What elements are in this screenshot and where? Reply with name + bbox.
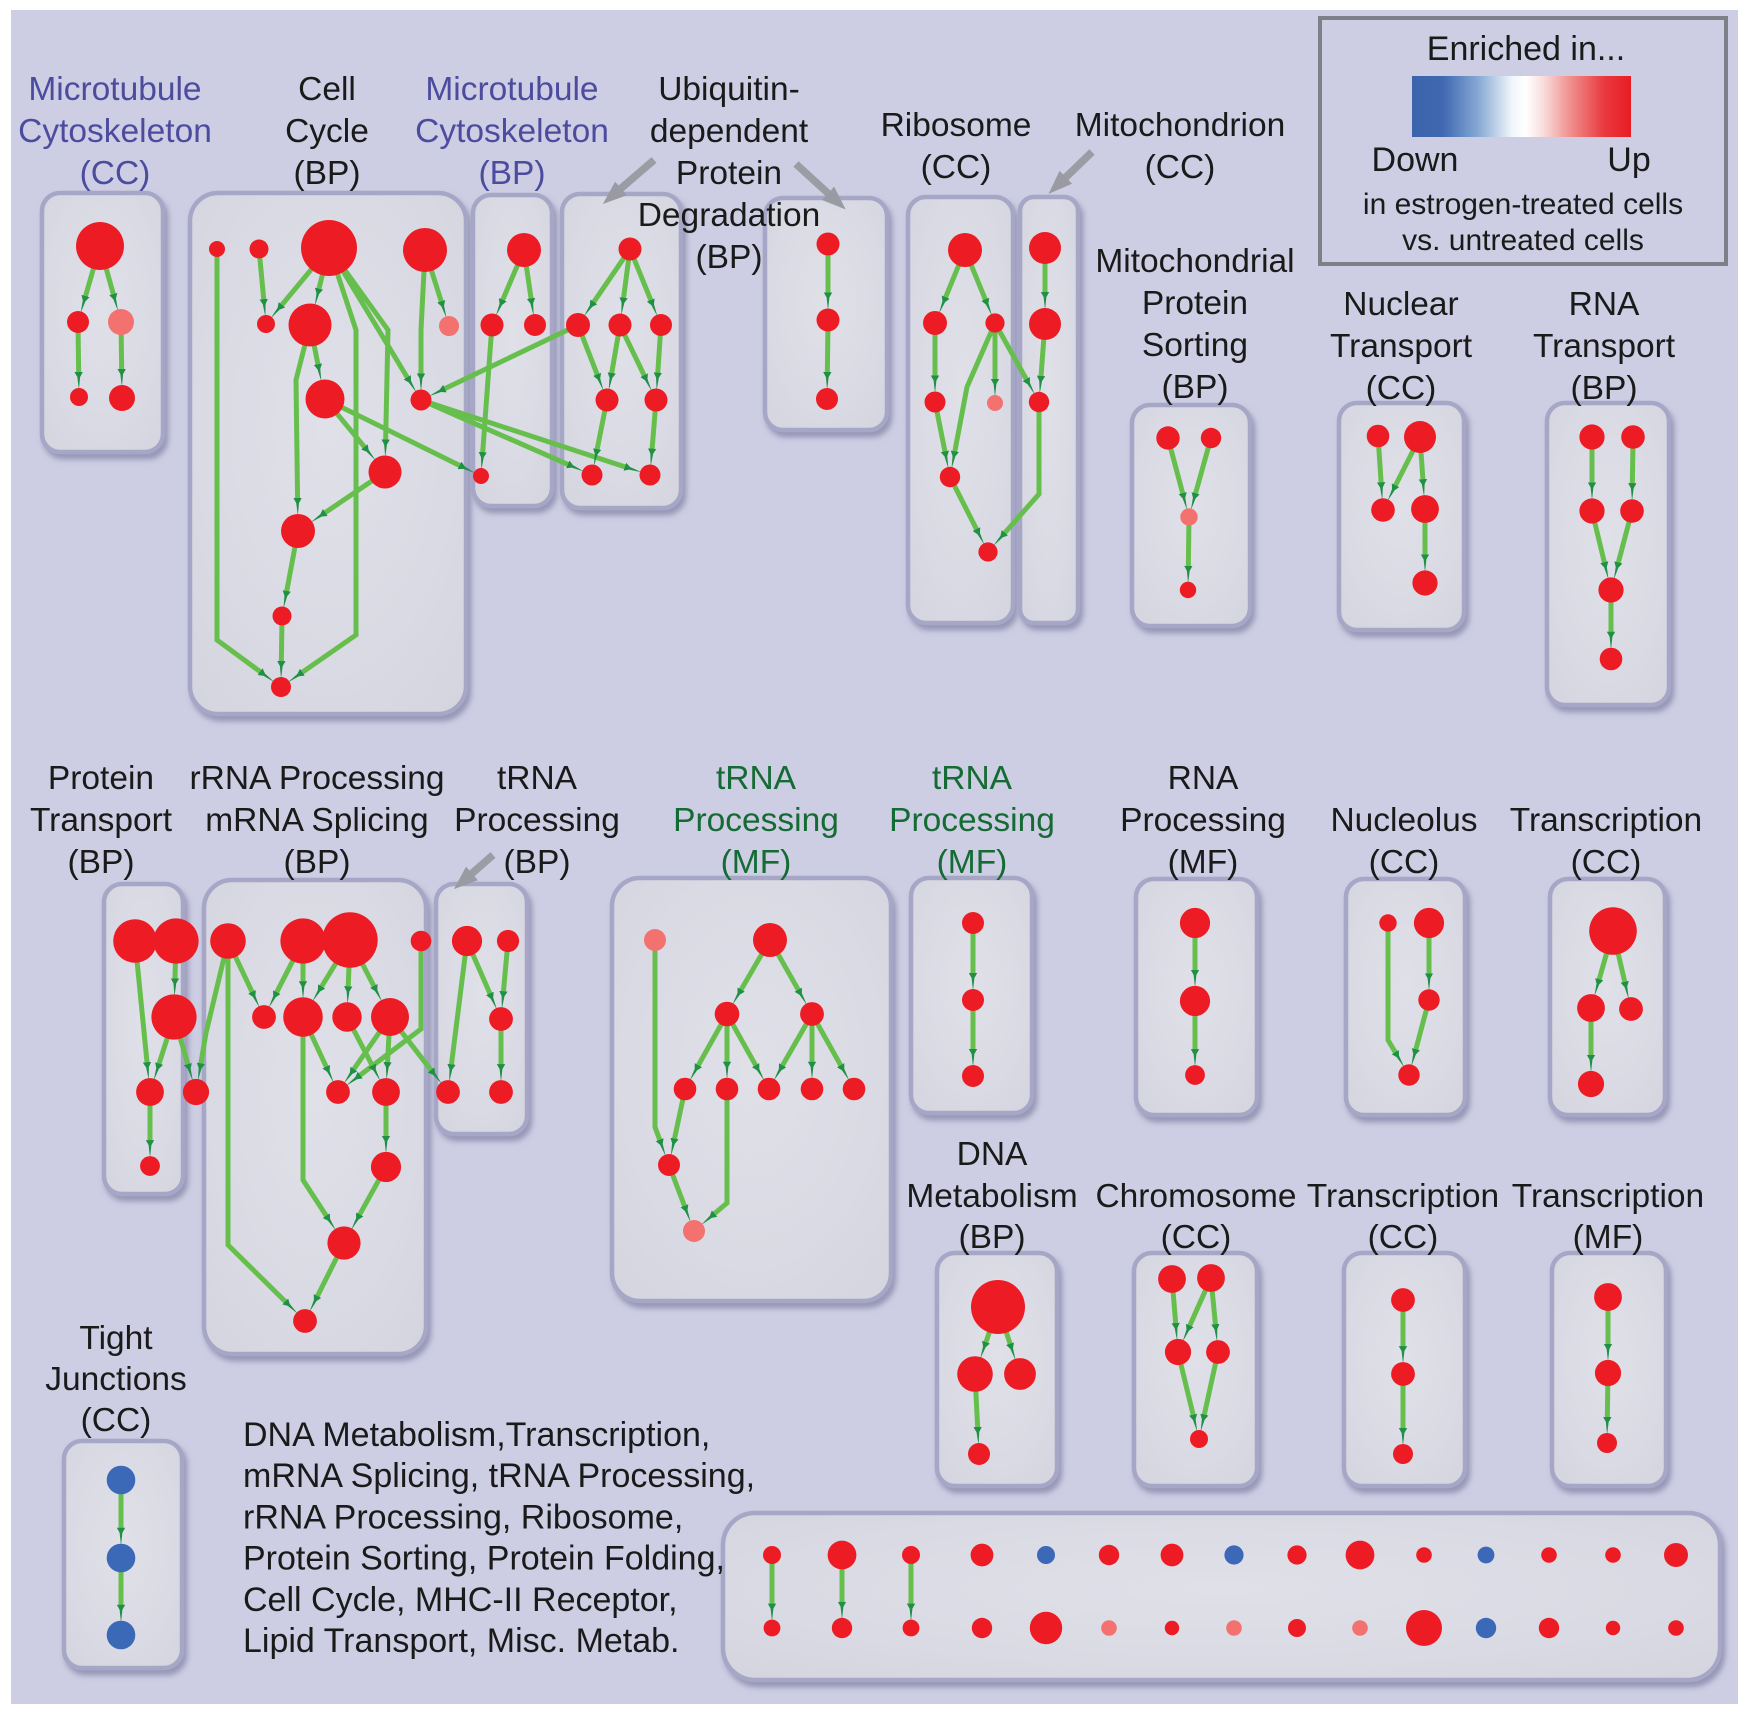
svg-text:(BP): (BP) xyxy=(294,155,361,192)
svg-text:Cell: Cell xyxy=(298,71,356,108)
svg-text:Processing: Processing xyxy=(889,802,1055,839)
svg-text:(BP): (BP) xyxy=(504,844,571,881)
svg-text:vs. untreated cells: vs. untreated cells xyxy=(1402,224,1644,257)
svg-text:Processing: Processing xyxy=(454,802,620,839)
svg-text:mRNA Splicing, tRNA Processing: mRNA Splicing, tRNA Processing, xyxy=(243,1457,755,1495)
svg-text:Down: Down xyxy=(1372,141,1459,179)
svg-text:(CC): (CC) xyxy=(80,155,151,192)
svg-text:(CC): (CC) xyxy=(921,149,992,186)
svg-text:Cytoskeleton: Cytoskeleton xyxy=(18,113,212,150)
svg-text:Up: Up xyxy=(1607,141,1650,179)
svg-text:Metabolism: Metabolism xyxy=(906,1178,1077,1215)
svg-text:Protein Sorting, Protein Foldi: Protein Sorting, Protein Folding, xyxy=(243,1540,725,1578)
svg-text:Sorting: Sorting xyxy=(1142,327,1248,364)
svg-text:Cytoskeleton: Cytoskeleton xyxy=(415,113,609,150)
svg-text:Protein: Protein xyxy=(676,155,782,192)
svg-text:Microtubule: Microtubule xyxy=(28,71,201,108)
svg-text:Protein: Protein xyxy=(1142,285,1248,322)
svg-text:Transport: Transport xyxy=(1330,328,1473,365)
svg-text:tRNA: tRNA xyxy=(716,760,797,797)
svg-text:Transport: Transport xyxy=(1533,328,1676,365)
svg-text:Cell Cycle, MHC-II Receptor,: Cell Cycle, MHC-II Receptor, xyxy=(243,1581,678,1619)
svg-text:Mitochondrial: Mitochondrial xyxy=(1095,243,1294,280)
svg-text:Degradation: Degradation xyxy=(638,197,821,234)
svg-text:(CC): (CC) xyxy=(1145,149,1216,186)
svg-text:(BP): (BP) xyxy=(696,239,763,276)
svg-text:(MF): (MF) xyxy=(1573,1219,1644,1256)
svg-text:tRNA: tRNA xyxy=(932,760,1013,797)
svg-text:(CC): (CC) xyxy=(1571,844,1642,881)
svg-text:Protein: Protein xyxy=(48,760,154,797)
svg-text:DNA: DNA xyxy=(957,1136,1028,1173)
svg-text:Transcription: Transcription xyxy=(1307,1178,1499,1215)
svg-text:RNA: RNA xyxy=(1569,286,1640,323)
svg-text:Processing: Processing xyxy=(673,802,839,839)
svg-text:rRNA Processing, Ribosome,: rRNA Processing, Ribosome, xyxy=(243,1498,683,1536)
svg-text:(BP): (BP) xyxy=(1162,369,1229,406)
svg-text:dependent: dependent xyxy=(650,113,809,150)
svg-text:Enriched in...: Enriched in... xyxy=(1427,30,1625,68)
svg-text:Microtubule: Microtubule xyxy=(425,71,598,108)
svg-text:rRNA Processing: rRNA Processing xyxy=(189,760,444,797)
svg-text:Transcription: Transcription xyxy=(1512,1178,1704,1215)
svg-text:in estrogen-treated cells: in estrogen-treated cells xyxy=(1363,188,1683,221)
svg-text:Ubiquitin-: Ubiquitin- xyxy=(658,71,800,108)
svg-text:Lipid Transport, Misc. Metab.: Lipid Transport, Misc. Metab. xyxy=(243,1622,680,1660)
svg-text:(BP): (BP) xyxy=(479,155,546,192)
svg-text:Mitochondrion: Mitochondrion xyxy=(1075,107,1285,144)
svg-text:(BP): (BP) xyxy=(959,1219,1026,1256)
svg-text:RNA: RNA xyxy=(1168,760,1239,797)
svg-text:Nuclear: Nuclear xyxy=(1343,286,1458,323)
svg-text:Transport: Transport xyxy=(30,802,173,839)
svg-text:(BP): (BP) xyxy=(1571,370,1638,407)
svg-text:(CC): (CC) xyxy=(1368,1219,1439,1256)
svg-text:Junctions: Junctions xyxy=(45,1361,187,1398)
svg-text:Processing: Processing xyxy=(1120,802,1286,839)
svg-text:mRNA Splicing: mRNA Splicing xyxy=(205,802,428,839)
svg-text:(CC): (CC) xyxy=(1366,370,1437,407)
svg-text:tRNA: tRNA xyxy=(497,760,578,797)
svg-text:(BP): (BP) xyxy=(284,844,351,881)
svg-text:(CC): (CC) xyxy=(1369,844,1440,881)
svg-text:(MF): (MF) xyxy=(1168,844,1239,881)
svg-text:DNA Metabolism,Transcription,: DNA Metabolism,Transcription, xyxy=(243,1416,710,1454)
svg-text:(CC): (CC) xyxy=(81,1402,152,1439)
svg-text:Chromosome: Chromosome xyxy=(1095,1178,1296,1215)
svg-text:Tight: Tight xyxy=(79,1320,153,1357)
svg-text:Nucleolus: Nucleolus xyxy=(1330,802,1477,839)
svg-text:(MF): (MF) xyxy=(721,844,792,881)
svg-text:(MF): (MF) xyxy=(937,844,1008,881)
svg-text:Cycle: Cycle xyxy=(285,113,369,150)
svg-text:(BP): (BP) xyxy=(68,844,135,881)
svg-text:Ribosome: Ribosome xyxy=(881,107,1032,144)
svg-text:Transcription: Transcription xyxy=(1510,802,1702,839)
svg-text:(CC): (CC) xyxy=(1161,1219,1232,1256)
